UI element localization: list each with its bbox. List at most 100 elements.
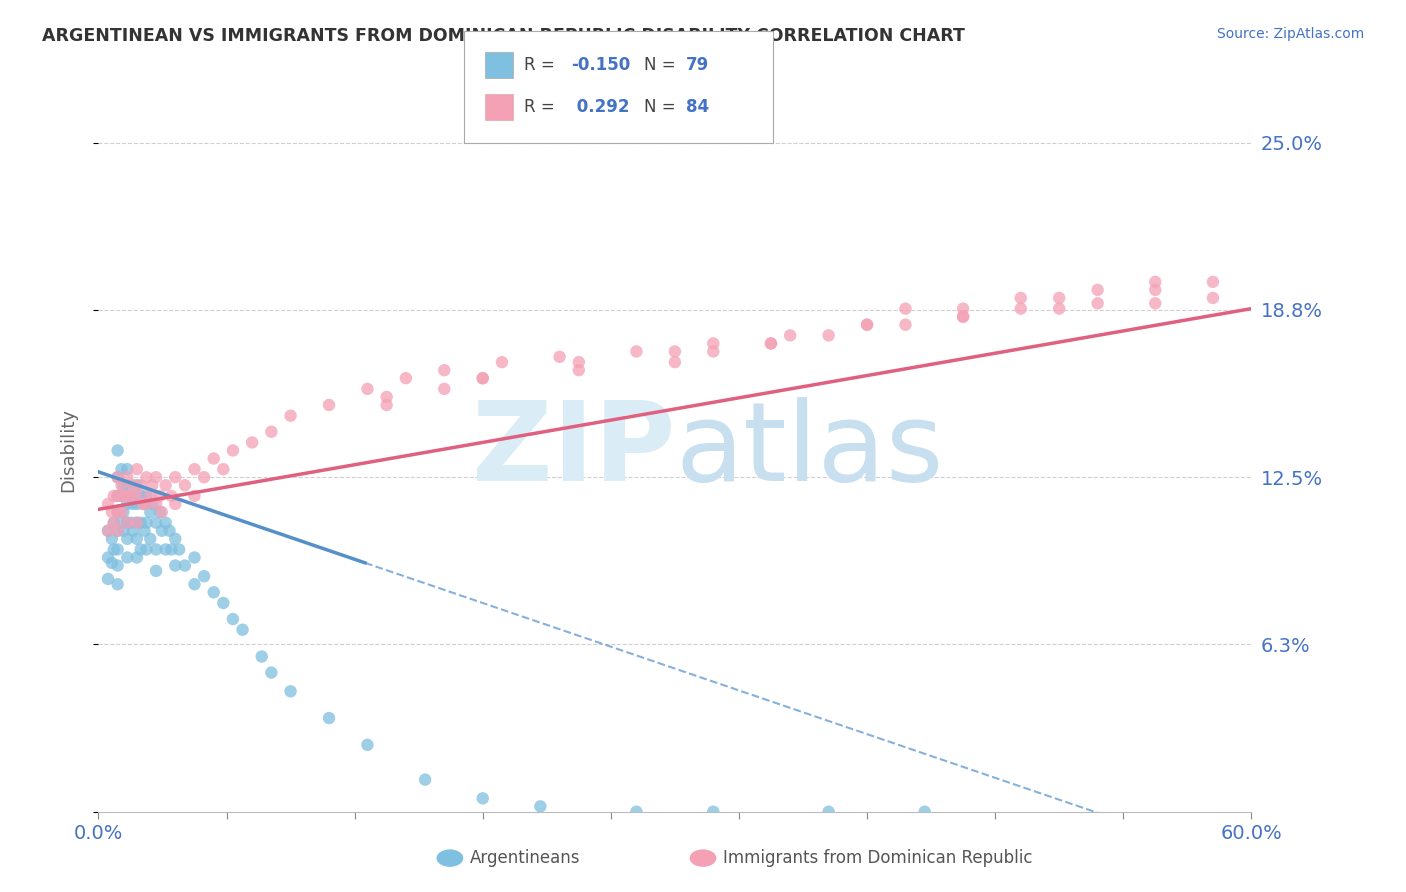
Text: N =: N =: [644, 56, 681, 74]
Point: [160, 489, 183, 503]
Point: [97, 550, 120, 565]
Point: [856, 318, 879, 332]
Point: [914, 805, 936, 819]
Point: [125, 478, 148, 492]
Point: [664, 344, 686, 359]
Point: [356, 382, 378, 396]
Point: [160, 542, 183, 557]
Point: [856, 318, 879, 332]
Point: [1144, 283, 1167, 297]
Point: [135, 489, 157, 503]
Point: [433, 382, 456, 396]
Point: [280, 409, 302, 423]
Point: [149, 489, 172, 503]
Point: [817, 805, 839, 819]
Point: [107, 542, 129, 557]
Point: [112, 524, 135, 538]
Point: [1047, 301, 1070, 316]
Point: [107, 577, 129, 591]
Point: [222, 612, 245, 626]
Point: [1010, 291, 1032, 305]
Point: [139, 489, 162, 503]
Point: [103, 489, 125, 503]
Point: [174, 478, 197, 492]
Point: [183, 462, 205, 476]
Point: [97, 497, 120, 511]
Point: [107, 505, 129, 519]
Point: [101, 505, 124, 519]
Point: [97, 572, 120, 586]
Point: [117, 532, 139, 546]
Text: ARGENTINEAN VS IMMIGRANTS FROM DOMINICAN REPUBLIC DISABILITY CORRELATION CHART: ARGENTINEAN VS IMMIGRANTS FROM DOMINICAN…: [42, 27, 965, 45]
Point: [122, 478, 145, 492]
Point: [471, 371, 494, 385]
Point: [125, 462, 148, 476]
Text: -0.150: -0.150: [571, 56, 630, 74]
Point: [139, 532, 162, 546]
Point: [183, 489, 205, 503]
Point: [318, 711, 340, 725]
Point: [529, 799, 551, 814]
Point: [952, 310, 974, 324]
Point: [134, 497, 156, 511]
Point: [107, 470, 129, 484]
Point: [117, 478, 139, 492]
Point: [150, 505, 173, 519]
Point: [779, 328, 801, 343]
Text: 79: 79: [686, 56, 710, 74]
Point: [103, 516, 125, 530]
Point: [107, 524, 129, 538]
Text: Argentineans: Argentineans: [470, 849, 581, 867]
Point: [107, 443, 129, 458]
Point: [145, 542, 167, 557]
Point: [107, 558, 129, 573]
Point: [183, 550, 205, 565]
Point: [107, 489, 129, 503]
Point: [356, 738, 378, 752]
Text: 0.292: 0.292: [571, 98, 630, 116]
Point: [103, 516, 125, 530]
Point: [1144, 275, 1167, 289]
Point: [174, 558, 197, 573]
Point: [117, 550, 139, 565]
Point: [135, 516, 157, 530]
Point: [145, 564, 167, 578]
Point: [110, 462, 132, 476]
Text: R =: R =: [524, 98, 561, 116]
Point: [952, 301, 974, 316]
Point: [664, 355, 686, 369]
Point: [122, 497, 145, 511]
Point: [471, 791, 494, 805]
Point: [1087, 296, 1109, 310]
Point: [134, 524, 156, 538]
Point: [101, 556, 124, 570]
Point: [125, 516, 148, 530]
Point: [129, 489, 152, 503]
Point: [395, 371, 418, 385]
Point: [193, 569, 215, 583]
Point: [117, 470, 139, 484]
Point: [165, 532, 187, 546]
Point: [375, 398, 398, 412]
Point: [260, 665, 283, 680]
Point: [318, 398, 340, 412]
Point: [149, 505, 172, 519]
Point: [202, 585, 225, 599]
Text: atlas: atlas: [675, 397, 943, 504]
Point: [548, 350, 571, 364]
Point: [117, 497, 139, 511]
Point: [150, 524, 173, 538]
Text: ZIP: ZIP: [471, 397, 675, 504]
Text: 84: 84: [686, 98, 709, 116]
Point: [107, 489, 129, 503]
Text: R =: R =: [524, 56, 561, 74]
Point: [141, 478, 163, 492]
Point: [471, 371, 494, 385]
Point: [110, 505, 132, 519]
Point: [120, 516, 142, 530]
Point: [1202, 275, 1225, 289]
Point: [129, 542, 152, 557]
Point: [952, 310, 974, 324]
Point: [125, 489, 148, 503]
Point: [222, 443, 245, 458]
